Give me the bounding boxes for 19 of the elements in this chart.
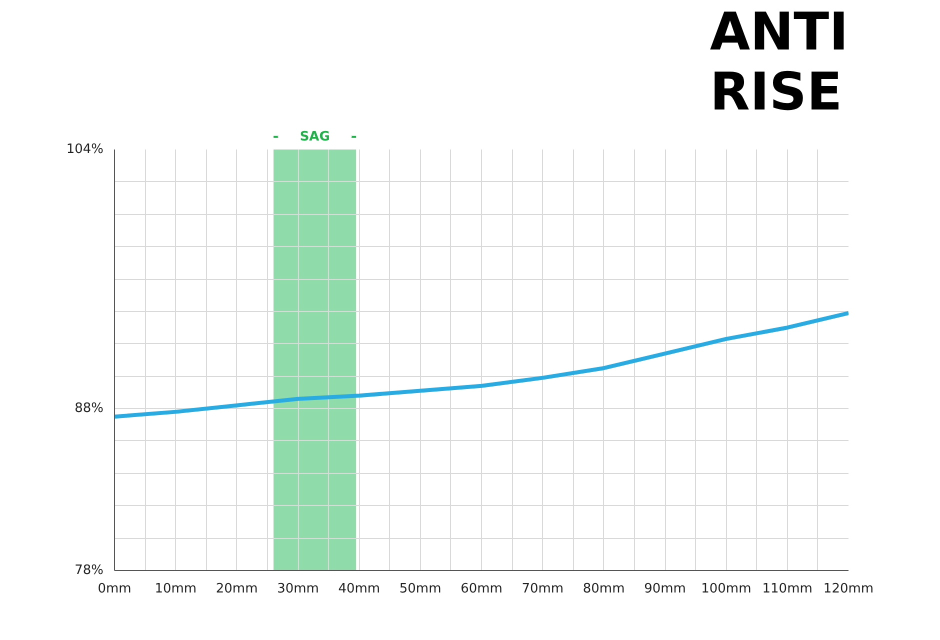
x-tick-label: 10mm bbox=[154, 582, 197, 596]
x-tick-label: 90mm bbox=[644, 582, 686, 596]
x-tick-label: 80mm bbox=[582, 582, 625, 596]
band-label: SAG bbox=[300, 130, 330, 144]
x-tick-label: 20mm bbox=[216, 582, 258, 596]
x-tick-label: 60mm bbox=[460, 582, 502, 596]
y-tick-label: 104% bbox=[66, 142, 104, 157]
x-tick-label: 30mm bbox=[277, 582, 319, 596]
line-series bbox=[114, 311, 848, 419]
chart-title: ANTI RISE bbox=[710, 2, 849, 122]
x-tick-label: 70mm bbox=[522, 582, 564, 596]
x-tick-label: 100mm bbox=[701, 582, 752, 596]
x-tick-label: 120mm bbox=[823, 582, 874, 596]
x-tick-label: 110mm bbox=[762, 582, 812, 596]
x-tick-label: 50mm bbox=[399, 582, 442, 596]
y-tick-label: 78% bbox=[74, 563, 104, 578]
x-tick-label: 0mm bbox=[98, 582, 132, 596]
y-tick-label: 88% bbox=[74, 401, 104, 416]
x-tick-label: 40mm bbox=[338, 582, 380, 596]
